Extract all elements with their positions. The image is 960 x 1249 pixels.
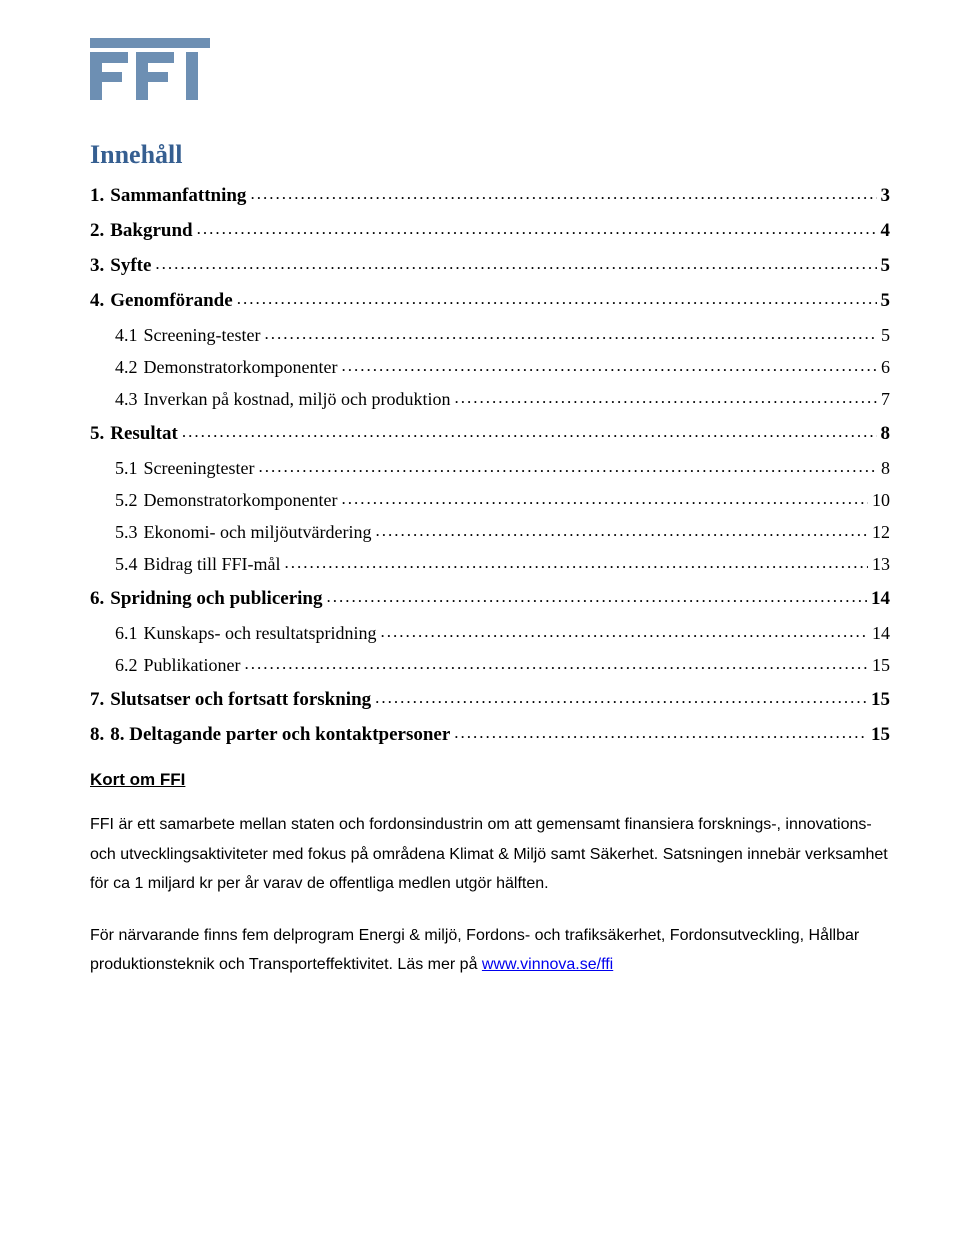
toc-entry-number: 4.2 bbox=[115, 358, 144, 376]
toc-entry[interactable]: 5.4Bidrag till FFI-mål 13 bbox=[115, 555, 890, 573]
toc-entry-number: 6.2 bbox=[115, 656, 144, 674]
toc-entry-page: 15 bbox=[872, 656, 890, 674]
vinnova-link[interactable]: www.vinnova.se/ffi bbox=[482, 956, 613, 973]
toc-entry-page: 15 bbox=[871, 725, 890, 744]
toc-leader-dots bbox=[285, 553, 869, 571]
toc-leader-dots bbox=[250, 184, 876, 203]
toc-entry[interactable]: 4.3Inverkan på kostnad, miljö och produk… bbox=[115, 390, 890, 408]
toc-entry-page: 6 bbox=[881, 358, 890, 376]
toc-entry-page: 8 bbox=[881, 459, 890, 477]
toc-entry[interactable]: 4.Genomförande 5 bbox=[90, 291, 890, 310]
ffi-logo-svg bbox=[90, 38, 210, 100]
toc-entry[interactable]: 6.2Publikationer 15 bbox=[115, 656, 890, 674]
toc-entry-title: Spridning och publicering bbox=[110, 589, 322, 608]
toc-leader-dots bbox=[454, 388, 877, 406]
toc-entry-title: Publikationer bbox=[144, 656, 241, 674]
toc-entry[interactable]: 5.Resultat 8 bbox=[90, 424, 890, 443]
toc-entry-number: 5.2 bbox=[115, 491, 144, 509]
document-page: Innehåll 1.Sammanfattning32.Bakgrund43.S… bbox=[0, 0, 960, 1249]
about-ffi-p2-text: För närvarande finns fem delprogram Ener… bbox=[90, 927, 859, 974]
toc-entry-number: 6. bbox=[90, 589, 110, 608]
toc-entry-page: 3 bbox=[881, 186, 891, 205]
toc-entry-title: Ekonomi- och miljöutvärdering bbox=[144, 523, 372, 541]
toc-entry-number: 8. bbox=[90, 725, 110, 744]
toc-entry-title: Demonstratorkomponenter bbox=[144, 491, 338, 509]
toc-leader-dots bbox=[237, 289, 877, 308]
toc-entry-title: Demonstratorkomponenter bbox=[144, 358, 338, 376]
toc-entry[interactable]: 5.2Demonstratorkomponenter 10 bbox=[115, 491, 890, 509]
toc-entry-number: 4.3 bbox=[115, 390, 144, 408]
toc-entry[interactable]: 4.1Screening-tester 5 bbox=[115, 326, 890, 344]
toc-entry-title: Sammanfattning bbox=[110, 186, 246, 205]
toc-entry-page: 8 bbox=[881, 424, 891, 443]
toc-entry-page: 12 bbox=[872, 523, 890, 541]
toc-entry-title: Syfte bbox=[110, 256, 151, 275]
toc-entry-page: 13 bbox=[872, 555, 890, 573]
toc-leader-dots bbox=[155, 254, 876, 273]
ffi-logo bbox=[90, 38, 890, 100]
toc-entry-title: Slutsatser och fortsatt forskning bbox=[110, 690, 371, 709]
toc-entry-title: 8. Deltagande parter och kontaktpersoner bbox=[110, 725, 450, 744]
toc-entry-page: 14 bbox=[871, 589, 890, 608]
about-ffi-paragraph-2: För närvarande finns fem delprogram Ener… bbox=[90, 921, 890, 980]
toc-entry[interactable]: 6.Spridning och publicering 14 bbox=[90, 589, 890, 608]
toc-entry-number: 5.4 bbox=[115, 555, 144, 573]
toc-entry[interactable]: 5.3Ekonomi- och miljöutvärdering 12 bbox=[115, 523, 890, 541]
toc-entry-number: 4. bbox=[90, 291, 110, 310]
toc-entry-title: Resultat bbox=[110, 424, 178, 443]
toc-entry-page: 4 bbox=[881, 221, 891, 240]
toc-entry-title: Bidrag till FFI-mål bbox=[144, 555, 281, 573]
toc-leader-dots bbox=[264, 324, 877, 342]
toc-entry[interactable]: 6.1Kunskaps- och resultatspridning 14 bbox=[115, 624, 890, 642]
toc-leader-dots bbox=[375, 688, 867, 707]
toc-leader-dots bbox=[326, 587, 867, 606]
toc-leader-dots bbox=[341, 356, 877, 374]
toc-entry[interactable]: 8.8. Deltagande parter och kontaktperson… bbox=[90, 725, 890, 744]
toc-leader-dots bbox=[245, 654, 869, 672]
toc-entry-title: Screeningtester bbox=[144, 459, 255, 477]
toc-entry-page: 5 bbox=[881, 291, 891, 310]
toc-entry-number: 3. bbox=[90, 256, 110, 275]
toc-entry[interactable]: 5.1Screeningtester 8 bbox=[115, 459, 890, 477]
toc-entry[interactable]: 4.2Demonstratorkomponenter 6 bbox=[115, 358, 890, 376]
toc-entry-number: 1. bbox=[90, 186, 110, 205]
toc-leader-dots bbox=[341, 489, 868, 507]
table-of-contents: 1.Sammanfattning32.Bakgrund43.Syfte54.Ge… bbox=[90, 186, 890, 744]
toc-entry[interactable]: 3.Syfte 5 bbox=[90, 256, 890, 275]
toc-entry-title: Genomförande bbox=[110, 291, 232, 310]
toc-entry-number: 5.3 bbox=[115, 523, 144, 541]
toc-entry-page: 5 bbox=[881, 326, 890, 344]
toc-entry-title: Bakgrund bbox=[110, 221, 192, 240]
toc-leader-dots bbox=[375, 521, 868, 539]
toc-entry-page: 15 bbox=[871, 690, 890, 709]
toc-entry[interactable]: 2.Bakgrund 4 bbox=[90, 221, 890, 240]
about-ffi-heading: Kort om FFI bbox=[90, 770, 890, 790]
toc-leader-dots bbox=[182, 422, 877, 441]
toc-entry-title: Screening-tester bbox=[144, 326, 261, 344]
toc-leader-dots bbox=[258, 457, 877, 475]
toc-entry-page: 5 bbox=[881, 256, 891, 275]
toc-entry-number: 4.1 bbox=[115, 326, 144, 344]
toc-entry-page: 7 bbox=[881, 390, 890, 408]
toc-entry-page: 10 bbox=[872, 491, 890, 509]
toc-leader-dots bbox=[197, 219, 877, 238]
about-ffi-paragraph-1: FFI är ett samarbete mellan staten och f… bbox=[90, 810, 890, 899]
toc-entry[interactable]: 1.Sammanfattning 3 bbox=[90, 186, 890, 205]
toc-entry[interactable]: 7.Slutsatser och fortsatt forskning 15 bbox=[90, 690, 890, 709]
toc-entry-number: 5. bbox=[90, 424, 110, 443]
toc-entry-title: Inverkan på kostnad, miljö och produktio… bbox=[144, 390, 451, 408]
toc-leader-dots bbox=[380, 622, 868, 640]
toc-entry-number: 5.1 bbox=[115, 459, 144, 477]
toc-entry-number: 7. bbox=[90, 690, 110, 709]
toc-entry-title: Kunskaps- och resultatspridning bbox=[144, 624, 377, 642]
toc-entry-page: 14 bbox=[872, 624, 890, 642]
toc-entry-number: 2. bbox=[90, 221, 110, 240]
toc-leader-dots bbox=[454, 723, 867, 742]
toc-heading: Innehåll bbox=[90, 140, 890, 170]
toc-entry-number: 6.1 bbox=[115, 624, 144, 642]
